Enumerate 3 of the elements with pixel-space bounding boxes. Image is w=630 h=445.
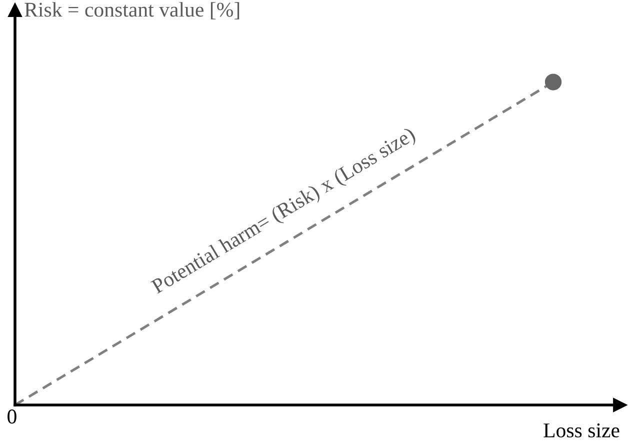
text: 0 — [8, 410, 16, 424]
x-axis-title: Loss size — [544, 423, 620, 438]
y-axis-title: Risk = constant value [%] — [24, 2, 240, 20]
